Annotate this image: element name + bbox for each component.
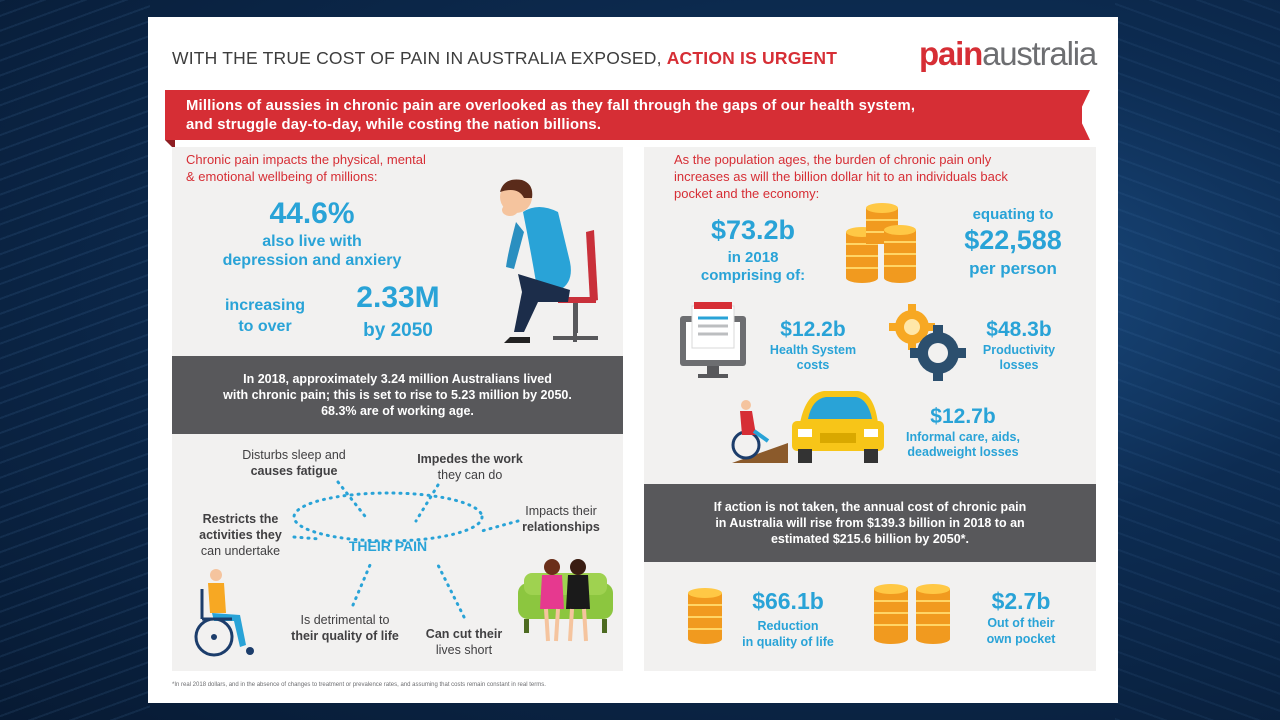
effect-activities-line-1: Restricts the [202,512,279,526]
quality-line-2: in quality of life [742,635,834,649]
effect-quality-line-2: their quality of life [291,629,399,643]
effect-sleep: Disturbs sleep and causes fatigue [234,447,354,479]
stat-depression-value: 44.6% [269,197,355,230]
effect-work-line-1: Impedes the work [417,452,523,466]
background-streaks-left [0,0,150,720]
effect-lives-line-1: Can cut their [425,627,503,641]
banner-text: Millions of aussies in chronic pain are … [186,97,1066,135]
effect-activities: Restricts the activities they can undert… [188,511,293,559]
logo-australia: australia [982,35,1097,72]
quality-of-life-label: Reduction in quality of life [726,618,850,650]
stat-2050-label: by 2050 [363,320,433,341]
left-intro-line-1: Chronic pain impacts the physical, menta… [186,152,426,167]
informal-care-label: Informal care, aids, deadweight losses [888,430,1038,460]
headline-accent: ACTION IS URGENT [666,48,838,68]
effect-work-line-2: they can do [437,468,503,482]
logo-pain: pain [919,35,983,72]
effect-sleep-line-2: causes fatigue [250,464,338,478]
left-intro-line-2: & emotional wellbeing of millions: [186,169,378,184]
per-person-pre: equating to [972,206,1054,223]
quality-of-life-value: $66.1b [752,588,824,614]
background-streaks-right [1115,0,1280,720]
coin-stacks-icon [846,203,916,283]
total-cost-line-2: comprising of: [700,267,806,284]
left-intro: Chronic pain impacts the physical, menta… [186,151,426,185]
effect-lives-short: Can cut their lives short [414,626,514,658]
pocket-line-2: own pocket [986,632,1056,646]
wheelchair-person-icon [194,569,254,657]
their-pain-connectors [292,480,520,619]
their-pain-dotted-ellipse [292,491,484,543]
man-in-pain-illustration [500,179,598,343]
right-bar-line-2: in Australia will rise from $139.3 billi… [715,516,1025,530]
pocket-line-1: Out of their [987,616,1055,630]
total-cost-value: $73.2b [710,215,796,245]
total-cost-label: in 2018 comprising of: [678,249,828,285]
left-bar-line-3: 68.3% are of working age. [321,404,474,418]
left-bar-line-1: In 2018, approximately 3.24 million Aust… [243,372,552,386]
coin-stack-icon [688,588,722,644]
stat-depression-line-2: depression and anxiery [222,252,402,269]
effect-quality-of-life: Is detrimental to their quality of life [280,612,410,644]
banner-line-2: and struggle day-to-day, while costing t… [186,117,602,133]
effect-relationships-line-2: relationships [522,520,600,534]
informal-care-line-1: Informal care, aids, [906,430,1020,444]
health-cost-value: $12.2b [780,318,846,341]
health-cost-label: Health System costs [753,343,873,373]
headline-plain: WITH THE TRUE COST OF PAIN IN AUSTRALIA … [172,48,662,68]
banner-tail [1078,90,1090,140]
informal-care-line-2: deadweight losses [907,445,1019,459]
double-coin-stack-icon [874,584,950,644]
effect-sleep-line-1: Disturbs sleep and [242,448,346,462]
computer-health-record-icon [680,302,746,378]
left-summary-bar: In 2018, approximately 3.24 million Aust… [172,356,623,434]
stat-2050-value: 2.33M [356,281,440,314]
productivity-cost-label: Productivity losses [959,343,1079,373]
stat-increase-line-1: increasing [224,297,306,314]
their-pain-label: THEIR PAIN [348,538,428,554]
out-of-pocket-value: $2.7b [991,588,1051,614]
key-message-banner [165,90,1082,140]
banner-line-1: Millions of aussies in chronic pain are … [186,98,916,114]
health-cost-line-1: Health System [769,343,857,357]
stat-depression-line-1: also live with [262,233,362,250]
effect-relationships-line-1: Impacts their [525,504,597,518]
health-cost-line-2: costs [796,358,830,372]
footnote: *In real 2018 dollars, and in the absenc… [172,682,546,688]
right-intro-line-1: As the population ages, the burden of ch… [674,152,992,167]
right-summary-bar: If action is not taken, the annual cost … [644,484,1096,562]
right-intro-line-3: pocket and the economy: [674,186,820,201]
productivity-line-1: Productivity [982,343,1056,357]
stat-increase-label: increasing to over [210,295,320,337]
effect-activities-line-2: activities they [199,528,282,542]
total-cost-line-1: in 2018 [727,249,779,266]
right-intro: As the population ages, the burden of ch… [674,151,1008,202]
out-of-pocket-label: Out of their own pocket [961,615,1081,647]
informal-care-value: $12.7b [930,405,996,428]
left-bar-line-2: with chronic pain; this is set to rise t… [223,388,572,402]
quality-line-1: Reduction [757,619,819,633]
stat-depression-label: also live with depression and anxiery [202,232,422,270]
effect-quality-line-1: Is detrimental to [300,613,390,627]
per-person-value: $22,588 [964,225,1062,255]
infographic-slide: WITH THE TRUE COST OF PAIN IN AUSTRALIA … [148,17,1118,703]
productivity-cost-value: $48.3b [986,318,1052,341]
effect-activities-line-3: can undertake [200,544,281,558]
effect-work: Impedes the work they can do [410,451,530,483]
banner-fold [165,140,175,150]
right-bar-line-3: estimated $215.6 billion by 2050*. [770,532,969,546]
per-person-label: per person [969,259,1057,278]
couple-on-couch-illustration [518,559,613,642]
stat-increase-line-2: to over [238,318,292,335]
right-intro-line-2: increases as will the billion dollar hit… [674,169,1008,184]
right-bar-line-1: If action is not taken, the annual cost … [713,500,1027,514]
car-and-wheelchair-ramp-icon [731,391,884,463]
painaustralia-logo: painaustralia [919,35,1097,73]
headline: WITH THE TRUE COST OF PAIN IN AUSTRALIA … [172,48,837,69]
productivity-line-2: losses [999,358,1039,372]
effect-lives-line-2: lives short [435,643,493,657]
gears-icon [889,304,966,381]
effect-relationships: Impacts their relationships [516,503,606,535]
